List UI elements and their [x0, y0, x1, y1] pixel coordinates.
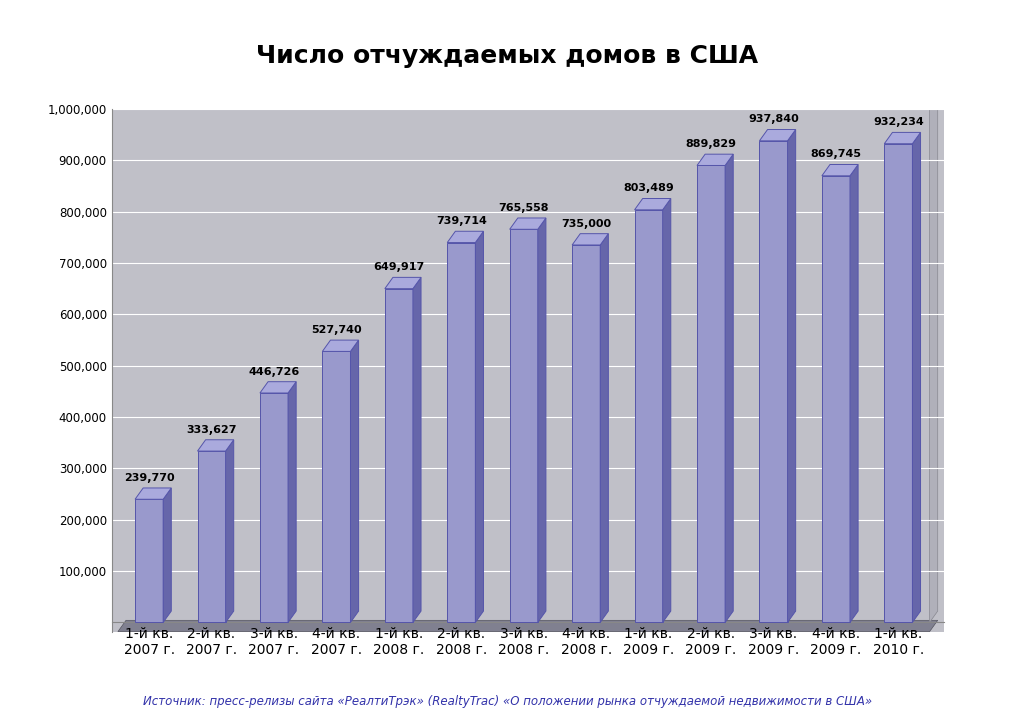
Polygon shape: [663, 198, 671, 622]
Polygon shape: [759, 141, 788, 622]
Polygon shape: [448, 232, 483, 242]
Text: 239,770: 239,770: [124, 473, 175, 483]
Polygon shape: [198, 440, 233, 451]
Text: 765,558: 765,558: [498, 203, 549, 213]
Polygon shape: [538, 218, 546, 622]
Polygon shape: [350, 340, 358, 622]
Polygon shape: [510, 229, 538, 622]
Polygon shape: [884, 132, 921, 144]
Text: 739,714: 739,714: [435, 216, 487, 226]
Text: 932,234: 932,234: [873, 118, 924, 127]
Polygon shape: [118, 620, 938, 632]
Polygon shape: [697, 154, 733, 166]
Text: Источник: пресс-релизы сайта «РеалтиТрэк» (RealtyTrac) «О положении рынка отчужд: Источник: пресс-релизы сайта «РеалтиТрэк…: [143, 695, 872, 708]
Polygon shape: [198, 451, 225, 622]
Polygon shape: [572, 245, 600, 622]
Polygon shape: [600, 234, 608, 622]
Polygon shape: [759, 129, 796, 141]
Polygon shape: [822, 176, 850, 622]
Polygon shape: [850, 165, 858, 622]
Text: 869,745: 869,745: [810, 150, 862, 159]
Polygon shape: [475, 232, 483, 622]
Polygon shape: [385, 277, 421, 289]
Polygon shape: [323, 351, 350, 622]
Polygon shape: [634, 198, 671, 210]
Polygon shape: [135, 499, 163, 622]
Polygon shape: [788, 129, 796, 622]
Text: 527,740: 527,740: [312, 325, 361, 335]
Polygon shape: [260, 382, 296, 393]
Text: 735,000: 735,000: [561, 219, 611, 229]
Polygon shape: [912, 132, 921, 622]
Text: 803,489: 803,489: [623, 184, 674, 193]
Text: 889,829: 889,829: [685, 139, 737, 149]
Polygon shape: [634, 210, 663, 622]
Polygon shape: [822, 165, 858, 176]
Polygon shape: [572, 234, 608, 245]
Polygon shape: [225, 440, 233, 622]
Text: 446,726: 446,726: [249, 367, 299, 377]
Text: 333,627: 333,627: [187, 425, 236, 435]
Polygon shape: [510, 218, 546, 229]
Polygon shape: [725, 154, 733, 622]
Polygon shape: [260, 393, 288, 622]
Text: 937,840: 937,840: [748, 115, 799, 124]
Polygon shape: [448, 242, 475, 622]
Polygon shape: [697, 166, 725, 622]
Text: Число отчуждаемых домов в США: Число отчуждаемых домов в США: [257, 44, 758, 68]
Polygon shape: [385, 289, 413, 622]
Text: 649,917: 649,917: [374, 262, 424, 272]
Polygon shape: [884, 144, 912, 622]
Polygon shape: [323, 340, 358, 351]
Polygon shape: [163, 488, 172, 622]
Polygon shape: [930, 97, 938, 622]
Polygon shape: [288, 382, 296, 622]
Polygon shape: [135, 488, 172, 499]
Polygon shape: [413, 277, 421, 622]
